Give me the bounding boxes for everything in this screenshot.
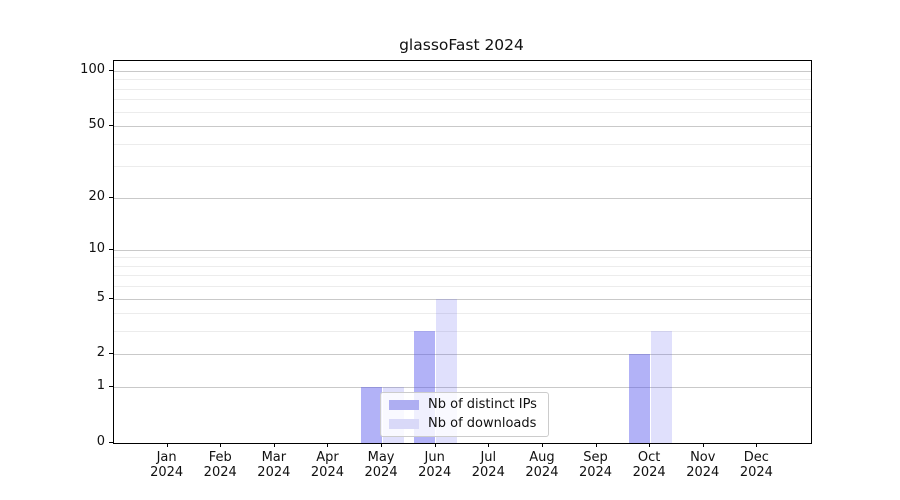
y-tick-label: 50 (88, 117, 105, 133)
gridline-minor (114, 331, 811, 333)
y-tick (109, 297, 113, 299)
y-tick-label: 10 (88, 240, 105, 256)
y-tick (109, 248, 113, 250)
x-tick (756, 443, 758, 447)
gridline-major (114, 70, 811, 72)
gridline-minor (114, 275, 811, 277)
gridline-major (114, 197, 811, 199)
y-tick (109, 69, 113, 71)
gridline-minor (114, 286, 811, 288)
x-tick (434, 443, 436, 447)
gridline-minor (114, 265, 811, 267)
gridline-minor (114, 143, 811, 145)
y-tick-label: 1 (96, 378, 105, 394)
x-tick-month: Feb (208, 450, 232, 465)
x-tick-label: Apr 2024 (299, 450, 355, 480)
x-tick (541, 443, 543, 447)
chart-title: glassoFast 2024 (399, 36, 524, 54)
bar-distinct-ips (628, 354, 650, 443)
x-tick (220, 443, 222, 447)
x-tick (381, 443, 383, 447)
x-tick-month: Sep (583, 450, 608, 465)
x-tick-year: 2024 (525, 465, 559, 480)
x-tick-year: 2024 (471, 465, 505, 480)
x-tick-month: Jan (156, 450, 177, 465)
x-tick-year: 2024 (310, 465, 344, 480)
gridline-major (114, 354, 811, 356)
x-tick (327, 443, 329, 447)
x-tick-label: Feb 2024 (192, 450, 248, 480)
y-tick (109, 125, 113, 127)
x-tick-year: 2024 (632, 465, 666, 480)
x-tick-label: Jul 2024 (460, 450, 516, 480)
bar-distinct-ips (360, 387, 382, 443)
x-tick (488, 443, 490, 447)
x-tick-label: Oct 2024 (621, 450, 677, 480)
x-tick-month: Nov (690, 450, 716, 465)
y-tick (109, 353, 113, 355)
x-tick-month: Jul (480, 450, 497, 465)
x-tick-label: Nov 2024 (675, 450, 731, 480)
x-tick-label: Jun 2024 (407, 450, 463, 480)
gridline-minor (114, 313, 811, 315)
legend: Nb of distinct IPs Nb of downloads (380, 392, 549, 437)
x-tick-year: 2024 (203, 465, 237, 480)
x-tick-year: 2024 (739, 465, 773, 480)
x-tick (273, 443, 275, 447)
x-tick-year: 2024 (257, 465, 291, 480)
legend-label: Nb of distinct IPs (428, 397, 537, 412)
x-tick-label: May 2024 (353, 450, 409, 480)
x-tick-year: 2024 (418, 465, 452, 480)
x-tick-month: Mar (261, 450, 287, 465)
gridline-minor (114, 111, 811, 113)
x-tick-year: 2024 (364, 465, 398, 480)
legend-label: Nb of downloads (428, 416, 537, 431)
legend-swatch (389, 400, 419, 410)
gridline-major (114, 126, 811, 128)
legend-swatch (389, 419, 419, 429)
y-tick-label: 20 (88, 188, 105, 204)
gridline-minor (114, 166, 811, 168)
y-tick (109, 196, 113, 198)
x-tick-label: Dec 2024 (728, 450, 784, 480)
x-tick-year: 2024 (686, 465, 720, 480)
x-tick-label: Mar 2024 (246, 450, 302, 480)
x-tick-month: Jun (424, 450, 445, 465)
legend-item: Nb of downloads (389, 416, 540, 432)
y-tick (109, 442, 113, 443)
x-tick (166, 443, 168, 447)
gridline-minor (114, 257, 811, 259)
gridline-minor (114, 88, 811, 90)
x-tick (702, 443, 704, 447)
x-tick-year: 2024 (150, 465, 184, 480)
bar-downloads (650, 331, 672, 443)
legend-item: Nb of distinct IPs (389, 397, 540, 413)
y-tick (109, 386, 113, 388)
x-tick-year: 2024 (578, 465, 613, 480)
x-tick (595, 443, 597, 447)
x-tick-month: Dec (743, 450, 769, 465)
x-tick-label: Aug 2024 (514, 450, 570, 480)
gridline-major (114, 249, 811, 251)
x-tick-month: May (367, 450, 395, 465)
y-tick-label: 0 (96, 434, 105, 449)
x-tick-month: Oct (637, 450, 661, 465)
gridline-minor (114, 79, 811, 81)
x-tick-month: Apr (316, 450, 339, 465)
x-tick-month: Aug (529, 450, 555, 465)
plot-area (113, 60, 812, 444)
y-tick-label: 100 (80, 61, 105, 77)
x-tick-label: Jan 2024 (139, 450, 195, 480)
y-tick-label: 2 (96, 345, 105, 361)
gridline-major (114, 387, 811, 389)
gridline-minor (114, 99, 811, 101)
x-tick-label: Sep 2024 (568, 450, 624, 480)
x-tick (649, 443, 651, 447)
gridline-major (114, 298, 811, 300)
y-tick-label: 5 (96, 289, 105, 305)
